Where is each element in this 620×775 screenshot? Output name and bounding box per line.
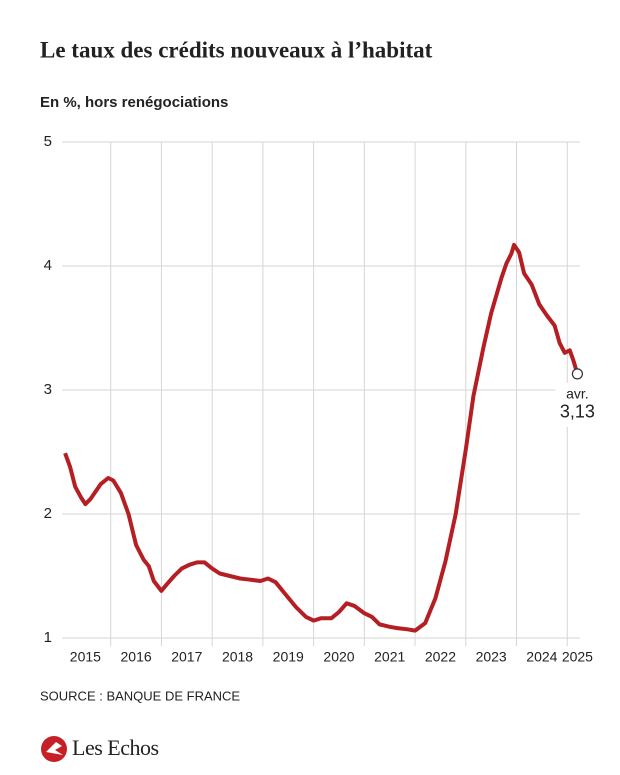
x-tick-label: 2022: [425, 649, 456, 665]
brand: Les Echos: [72, 735, 159, 760]
logo-mark: [46, 742, 63, 755]
x-tick-label: 2023: [476, 649, 507, 665]
y-tick-label: 1: [44, 629, 52, 646]
y-tick-label: 3: [44, 381, 52, 398]
end-annotation: avr.: [566, 386, 589, 402]
y-tick-label: 4: [44, 257, 52, 274]
y-tick-label: 5: [44, 133, 52, 150]
x-tick-label: 2018: [222, 649, 253, 665]
chart-title: Le taux des crédits nouveaux à l’habitat: [40, 37, 433, 62]
x-tick-label: 2024: [526, 649, 557, 665]
line: [63, 242, 580, 633]
value-label: 3,13: [560, 402, 595, 422]
x-tick-label: 2021: [374, 649, 405, 665]
x-tick-label: 2016: [121, 649, 152, 665]
chart-subtitle: En %, hors renégociations: [40, 94, 228, 111]
x-tick-label: 2017: [171, 649, 202, 665]
x-tick-label: 2019: [273, 649, 304, 665]
label-bg: [555, 382, 600, 427]
source: SOURCE : BANQUE DE FRANCE: [40, 688, 240, 703]
end-marker: [571, 368, 583, 380]
y-tick-label: 2: [44, 505, 52, 522]
x-tick-label: 2020: [323, 649, 354, 665]
x-tick-label: 2015: [70, 649, 101, 665]
x-tick-label: 2025: [562, 649, 593, 665]
